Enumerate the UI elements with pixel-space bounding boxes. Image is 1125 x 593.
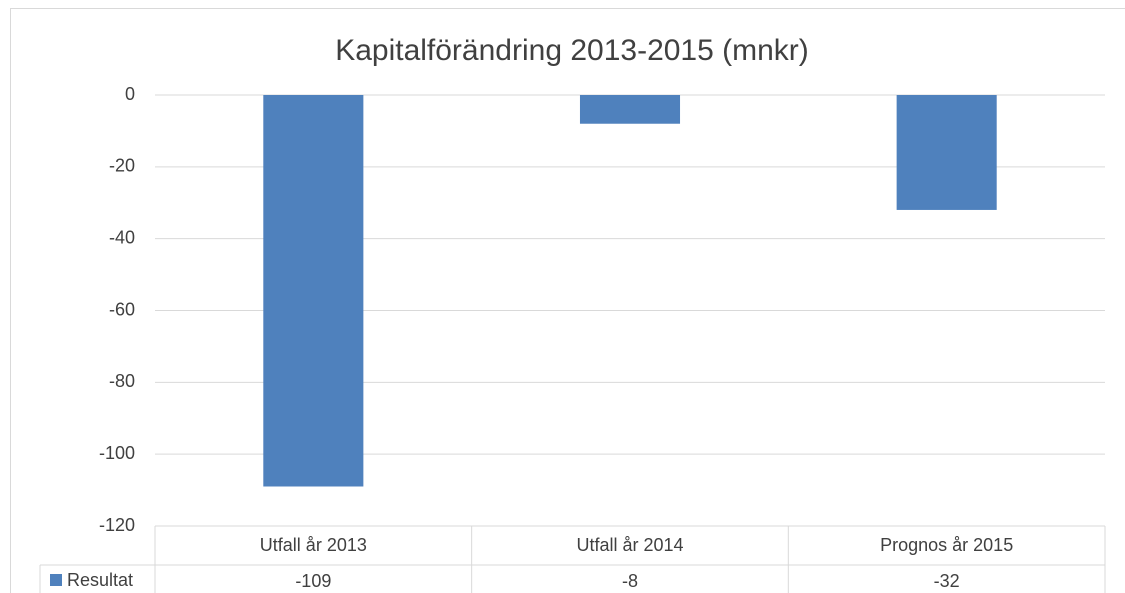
chart-frame [10, 8, 1125, 593]
chart-title: Kapitalförändring 2013-2015 (mnkr) [335, 34, 809, 67]
y-tick-label: -40 [109, 227, 135, 247]
y-tick-label: -60 [109, 299, 135, 319]
legend-label: Resultat [67, 570, 133, 590]
x-tick-label: Utfall år 2013 [260, 535, 367, 555]
bar [263, 95, 364, 487]
y-tick-label: -20 [109, 156, 135, 176]
table-value: -32 [934, 571, 960, 591]
table-value: -109 [295, 571, 331, 591]
x-tick-label: Prognos år 2015 [880, 535, 1013, 555]
y-tick-label: -100 [99, 443, 135, 463]
legend-key [50, 574, 62, 586]
y-tick-label: -120 [99, 515, 135, 535]
bar [896, 95, 997, 210]
x-tick-label: Utfall år 2014 [576, 535, 683, 555]
table-value: -8 [622, 571, 638, 591]
y-tick-label: -80 [109, 371, 135, 391]
bar [579, 95, 681, 124]
y-tick-label: 0 [125, 84, 135, 104]
